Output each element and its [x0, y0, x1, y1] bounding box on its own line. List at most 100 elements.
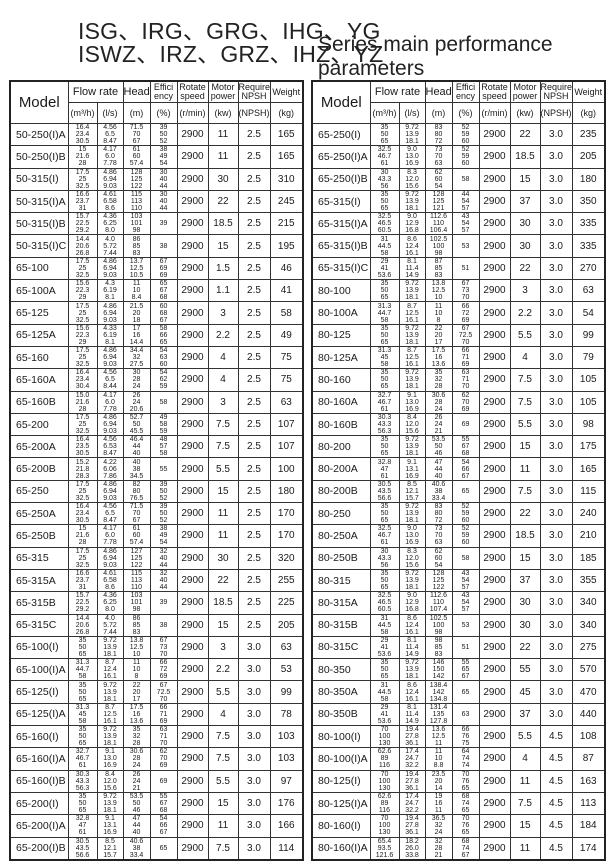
model-cell: 65-160(I): [9, 725, 69, 749]
value: 8.1: [407, 703, 417, 711]
value: 38: [132, 465, 141, 473]
power-cell: 11: [509, 457, 541, 481]
value: 13.8: [431, 280, 446, 288]
value: 13.0: [405, 398, 419, 406]
value: 38: [434, 487, 443, 495]
value: 52: [461, 146, 470, 154]
value: 28.3: [75, 472, 90, 480]
speed-cell: 2900: [176, 301, 209, 325]
flow-ls-cell: 4.22 6.06 7.86: [96, 457, 124, 481]
table-row: 80-350B 29 41 53.6 8.1 11.4 14.9 131.4 135 127.8 6…: [311, 702, 606, 727]
value: 60: [132, 532, 141, 540]
value: 98: [132, 606, 141, 614]
model-cell: 80-100(I)A: [311, 747, 371, 771]
value: 48: [159, 436, 168, 444]
table-row: 65-100(I)A 31.3 44.7 58 8.7 12.4 16.1 11 10 8 66 72…: [9, 658, 304, 682]
npsh-cell: 3.0: [539, 234, 573, 258]
flow-m3h-cell: 15.2 21.8 28.3: [67, 457, 98, 481]
value: 22.3: [75, 287, 90, 295]
value: 30.6: [431, 391, 446, 399]
table-row: 80-160 35 50 65 9.72 13.9 18.1 35 32 28 63 71 70 2900…: [311, 368, 606, 392]
value: 44.7: [75, 666, 90, 674]
head-cell: 61 60 57.4: [122, 145, 151, 169]
value: 31: [380, 681, 389, 689]
value: 20: [434, 777, 443, 785]
value: 16.1: [405, 316, 419, 324]
value: 26.8: [75, 249, 90, 257]
value: 33.4: [129, 851, 144, 859]
efficiency-cell: 58: [451, 546, 480, 570]
header-efficiency: Effici ency: [451, 80, 480, 103]
header-weight-unit: (kg): [571, 102, 606, 124]
npsh-cell: 2.5: [237, 502, 271, 526]
flow-m3h-cell: 31 44.5 58: [369, 234, 400, 258]
efficiency-cell: 55 67 68: [451, 435, 480, 459]
value: 15.6: [405, 561, 419, 569]
value: 17.5: [75, 168, 90, 176]
npsh-cell: 3.0: [539, 613, 573, 637]
value: 45: [78, 710, 87, 718]
power-cell: 15: [207, 613, 239, 637]
flow-ls-cell: 8.4 12.0 15.6: [96, 769, 124, 793]
value: 9.72: [405, 324, 419, 332]
table-row: 80-125(I) 70 100 130 19.4 27.8 36.1 23.5 20 14 70 7…: [311, 769, 606, 793]
value: 55: [159, 793, 168, 801]
npsh-cell: 3.0: [237, 725, 271, 749]
flow-ls-cell: 9.72 13.9 18.1: [398, 658, 426, 682]
value: 11: [434, 302, 443, 310]
speed-cell: 2900: [478, 814, 511, 838]
flow-m3h-cell: 32.5 46.5 60.5: [369, 591, 400, 615]
value: 128: [432, 570, 445, 578]
value: 98: [434, 628, 443, 636]
speed-cell: 2900: [478, 145, 511, 169]
flow-ls-cell: 8.7 12.5 16.1: [398, 301, 426, 325]
weight-cell: 165: [269, 122, 304, 147]
value: 69: [461, 361, 470, 369]
value: 83: [434, 124, 443, 132]
value: 20.6: [129, 405, 144, 413]
head-cell: 128 125 121: [424, 189, 453, 214]
model-cell: 50-315(I)B: [9, 212, 69, 236]
flow-ls-cell: 17.4 24.7 32.2: [398, 747, 426, 771]
value: 54: [159, 347, 168, 355]
value: 21.8: [75, 465, 90, 473]
value: 9.72: [103, 681, 117, 689]
value: 35: [380, 191, 389, 199]
flow-ls-cell: 4.86 6.94 9.03: [96, 256, 124, 281]
speed-cell: 2900: [478, 390, 511, 414]
value: 75: [461, 740, 470, 748]
value: 50: [380, 666, 389, 674]
head-cell: 83 80 72: [424, 122, 453, 147]
flow-m3h-cell: 32.5 46.7 61: [369, 145, 400, 169]
value: 61: [78, 829, 87, 837]
header-flow-rate: Flow rate: [369, 80, 426, 103]
efficiency-cell: 54 66 67: [149, 814, 178, 838]
weight-cell: 355: [571, 568, 606, 593]
value: 40: [159, 577, 168, 585]
value: 31.3: [75, 703, 90, 711]
value: 16: [132, 710, 141, 718]
value: 9.0: [407, 525, 417, 533]
value: 13.9: [405, 198, 419, 206]
value: 71: [461, 354, 470, 362]
value: 69: [159, 762, 168, 770]
header-flow-m3h-text: (m³/h): [70, 107, 95, 118]
value: 60: [132, 153, 141, 161]
value: 70: [461, 383, 470, 391]
value: 65: [461, 487, 470, 495]
head-cell: 103 101 98: [122, 212, 151, 236]
value: 12.5: [431, 287, 446, 295]
power-cell: 11: [207, 145, 239, 169]
header-weight: Weight: [269, 80, 304, 103]
npsh-cell: 2.5: [237, 189, 271, 214]
value: 15.2: [75, 458, 90, 466]
weight-cell: 58: [269, 301, 304, 325]
value: 52: [159, 494, 168, 502]
efficiency-cell: 53: [451, 613, 480, 637]
value: 17.5: [75, 480, 90, 488]
value: 9.1: [407, 391, 417, 399]
value: 125: [130, 554, 143, 562]
value: 8.44: [103, 383, 117, 391]
value: 60.5: [377, 606, 392, 614]
speed-cell: 2900: [478, 635, 511, 660]
